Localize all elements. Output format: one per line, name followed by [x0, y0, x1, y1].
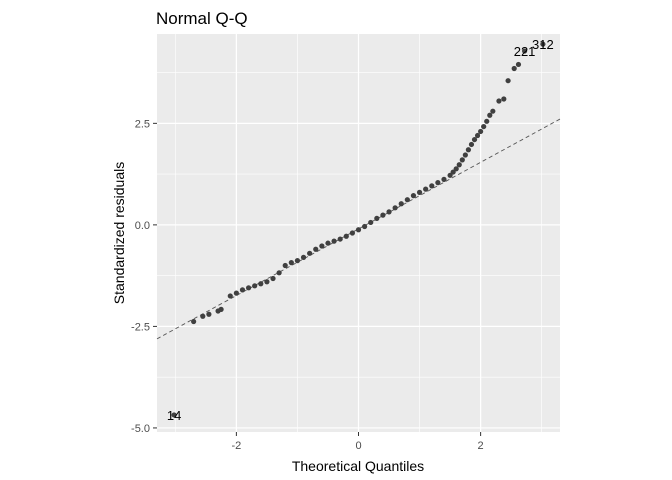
data-point	[456, 162, 462, 168]
data-point	[404, 197, 410, 203]
data-point	[496, 98, 502, 104]
data-point	[392, 205, 398, 211]
data-point	[218, 306, 224, 312]
data-point	[294, 258, 301, 264]
data-point	[200, 313, 206, 319]
data-point	[233, 290, 239, 296]
data-point	[362, 223, 368, 230]
data-point	[474, 132, 481, 139]
data-point	[258, 281, 264, 287]
data-point	[252, 283, 258, 289]
data-point	[515, 61, 522, 68]
data-point	[450, 169, 456, 175]
y-tick-label: 0.0	[135, 220, 150, 232]
data-point	[459, 157, 465, 163]
data-point	[319, 243, 325, 249]
data-point	[270, 275, 276, 282]
data-point	[374, 215, 380, 221]
point-annotation: 14	[167, 408, 181, 423]
data-point	[435, 180, 441, 186]
data-point	[462, 152, 468, 158]
data-point	[453, 166, 459, 172]
data-point	[239, 287, 246, 293]
data-point	[349, 230, 355, 236]
y-axis-title: Standardized residuals	[111, 162, 127, 304]
data-point	[337, 236, 343, 242]
point-annotation: 221	[514, 44, 536, 59]
data-point	[245, 285, 252, 291]
data-point	[313, 246, 319, 252]
data-point	[343, 233, 349, 239]
data-point	[521, 48, 528, 54]
chart-title: Normal Q-Q	[156, 9, 248, 28]
grid-major	[157, 34, 560, 432]
data-points	[171, 41, 546, 418]
data-point	[386, 209, 392, 215]
point-annotation: 312	[532, 37, 554, 52]
y-tick-label: -2.5	[131, 321, 150, 333]
data-point	[171, 412, 177, 418]
x-axis-title: Theoretical Quantiles	[292, 458, 424, 474]
data-point	[490, 108, 496, 114]
data-point	[325, 240, 331, 246]
data-point	[471, 136, 478, 143]
data-point	[505, 78, 511, 84]
data-point	[331, 238, 337, 244]
data-point	[478, 128, 484, 135]
data-point	[487, 112, 493, 118]
data-point	[300, 254, 307, 260]
data-point	[447, 172, 453, 178]
data-point	[416, 189, 423, 195]
data-point	[429, 183, 435, 189]
y-tick-label: -5.0	[131, 423, 150, 435]
data-point	[484, 118, 490, 124]
y-tick-label: 2.5	[135, 118, 150, 130]
data-point	[282, 262, 288, 269]
data-point	[423, 186, 429, 192]
data-point	[511, 65, 517, 72]
x-tick-label: -2	[231, 440, 241, 452]
data-point	[206, 311, 212, 317]
data-point	[481, 123, 487, 130]
data-point	[398, 201, 404, 207]
data-point	[276, 270, 282, 276]
data-point	[380, 212, 386, 218]
data-point	[468, 141, 475, 148]
data-point	[288, 260, 294, 266]
data-point	[307, 250, 313, 256]
data-point	[191, 318, 197, 325]
data-point	[501, 96, 507, 102]
x-tick-label: 0	[355, 440, 361, 452]
data-point	[355, 227, 362, 233]
y-axis-ticks: -5.0 -2.5 0.0 2.5	[131, 118, 157, 435]
data-point	[441, 176, 447, 182]
data-point	[410, 193, 417, 199]
x-axis-ticks: -2 0 2	[231, 432, 484, 452]
data-point	[264, 279, 270, 285]
data-point	[368, 219, 374, 226]
x-tick-label: 2	[478, 440, 484, 452]
data-point	[540, 41, 546, 47]
data-point	[227, 293, 233, 299]
data-point	[465, 147, 472, 153]
